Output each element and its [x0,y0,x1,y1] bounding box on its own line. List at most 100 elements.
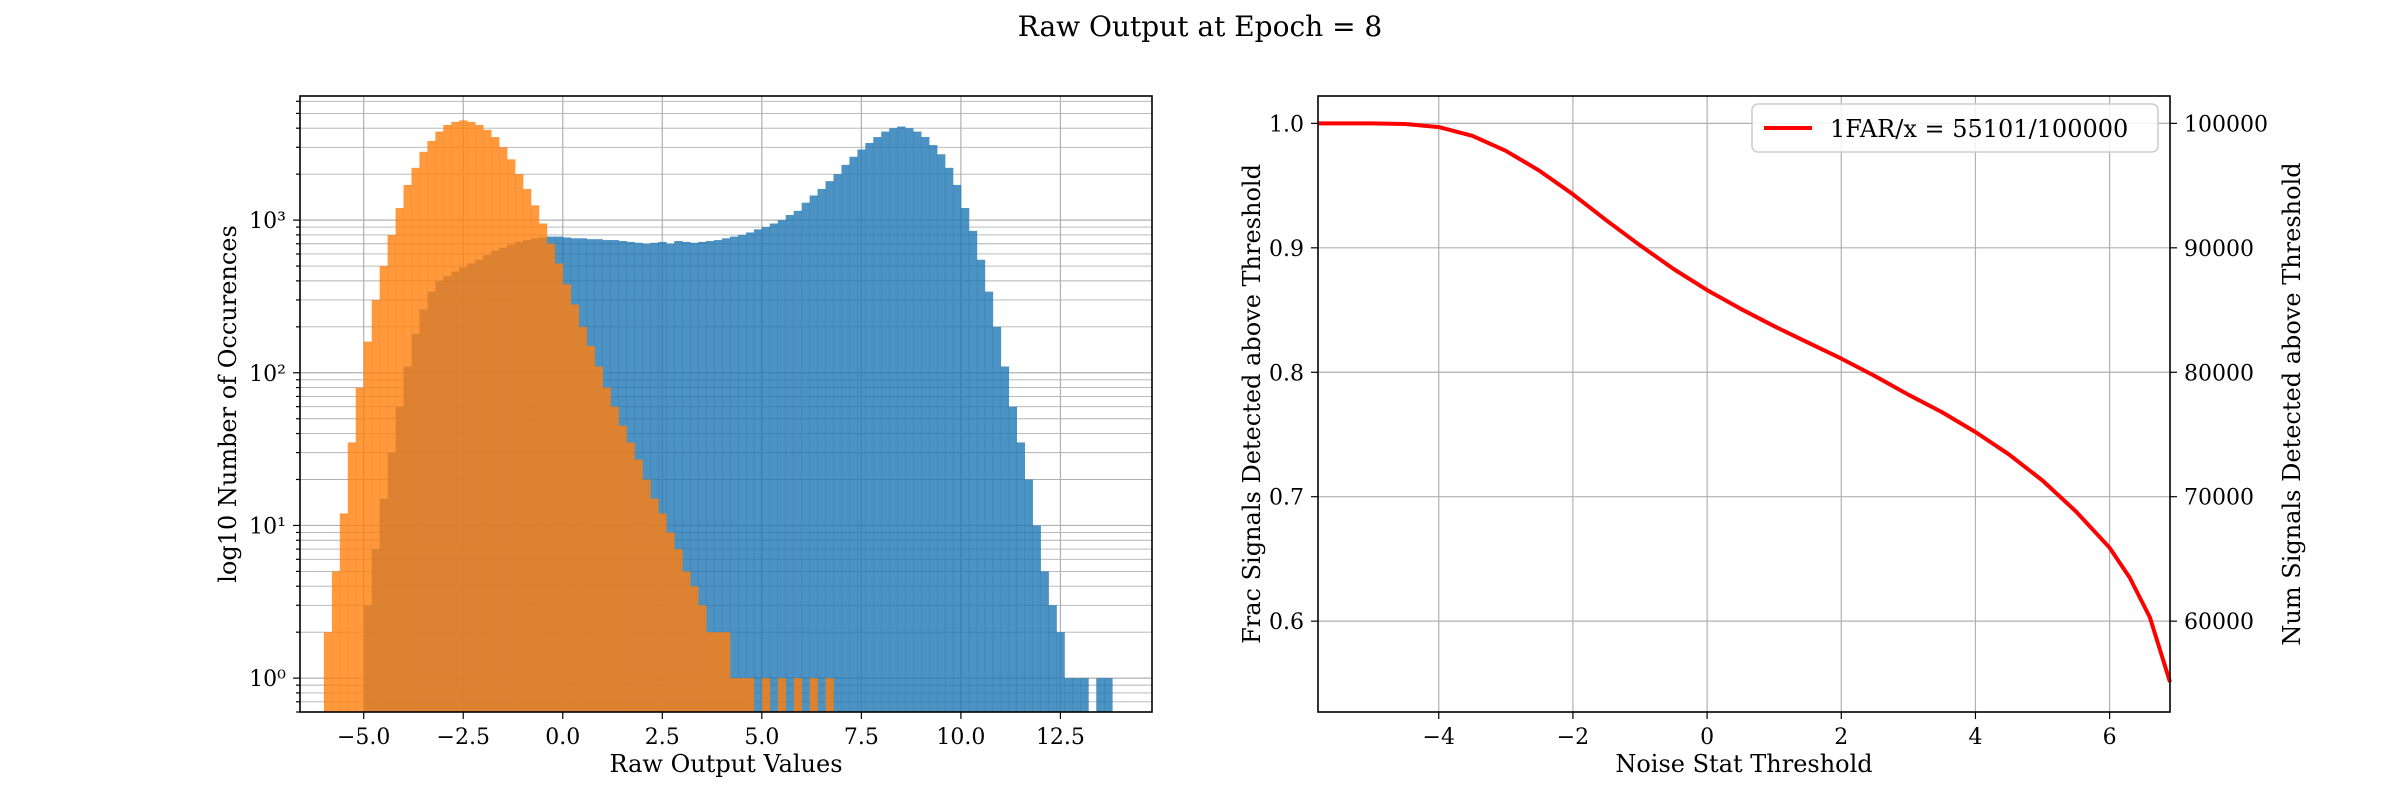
y-tick-label: 10¹ [249,514,286,539]
histogram-bar [944,167,954,713]
histogram-bar [865,142,874,713]
histogram-bar [761,678,771,712]
histogram-bar [1080,678,1089,712]
histogram-plot-frame [299,95,1153,713]
histogram-bar [499,147,508,712]
histogram-chart: −5.0 −2.5 0.0 2.5 5.0 7.5 10.0 12.5 10⁰ 10¹ 10² 10³… [214,95,1153,778]
histogram-bar [682,571,691,712]
histogram-bar [602,387,611,712]
histogram-bar [658,241,667,712]
histogram-bar [522,188,532,713]
y2-tick-label: 60000 [2184,610,2254,635]
histogram-bar [960,208,970,712]
y-tick-label: 10³ [249,209,286,234]
histogram-bar [937,154,946,713]
histogram-bar [992,326,1002,712]
legend-box [1751,103,2159,153]
histogram-bar [1096,678,1105,712]
histogram-bar [514,174,524,712]
detection-curve-chart: −4 −2 0 2 4 6 0.6 0.7 0.8 0.9 1.0 60000 70000 80000 90… [1238,95,2306,778]
histogram-bar [745,232,755,713]
histogram-bar [610,406,619,712]
histogram-bar [546,243,556,712]
histogram-bar [658,513,667,712]
histogram-bar [777,678,787,712]
histogram-bar [714,632,723,712]
histogram-bar [570,304,580,712]
histogram-bar [1064,678,1073,712]
histogram-bar [331,571,341,712]
histogram-bar [323,632,333,712]
histogram-bar [379,266,388,712]
histogram-bar [849,156,858,713]
histogram-bar [690,586,699,712]
histogram-bar [1104,678,1113,712]
histogram-bar [666,532,675,712]
histogram-bar [968,230,978,712]
histogram-bar [722,632,731,712]
y-tick-label: 10² [249,362,286,387]
histogram-bar [729,236,739,712]
y-tick-label: 0.7 [1269,486,1304,511]
histogram-bar [976,259,986,712]
detection-curve-grid [1318,96,2170,712]
histogram-bar [833,174,842,712]
histogram-bar [817,188,826,713]
x-tick-label: 0.0 [545,725,580,750]
histogram-bar [435,131,444,713]
detection-curve-xlabel: Noise Stat Threshold [1615,750,1872,778]
histogram-bar [921,137,930,712]
histogram-bar [809,678,818,712]
histogram-bar [698,241,707,712]
histogram-bar [714,240,723,712]
histogram-bar [761,227,771,713]
histogram-bar [1040,571,1049,712]
histogram-bar [929,145,938,713]
histogram-bar [443,124,452,713]
detection-curve-line [1318,121,2172,683]
histogram-bar [650,498,659,712]
histogram-bar [905,128,914,712]
histogram-bar [459,120,468,713]
histogram-bar [825,678,834,712]
x-tick-label: 2.5 [645,725,680,750]
histogram-bar [363,341,373,712]
histogram-bar [586,345,596,712]
histogram-bar [403,184,412,712]
x-tick-label: 0 [1700,725,1714,750]
histogram-bar [618,425,627,712]
x-tick-label: 2 [1834,725,1848,750]
histogram-bar [1048,605,1057,712]
histogram-bar [793,210,803,712]
histogram-ylabel: log10 Number of Occurences [214,225,242,583]
histogram-bar [1008,406,1018,712]
histogram-bar [451,121,460,713]
x-tick-label: −4 [1423,725,1455,750]
histogram-bars [323,120,1113,713]
histogram-bar [1032,525,1041,712]
histogram-bar [737,678,747,712]
y-tick-label: 0.8 [1269,361,1304,386]
histogram-bar [777,220,787,712]
y2-tick-label: 80000 [2184,361,2254,386]
histogram-bar [690,242,699,712]
legend-label: 1FAR/x = 55101/100000 [1830,115,2128,143]
histogram-xlabel: Raw Output Values [609,750,842,778]
histogram-bar [339,513,349,712]
histogram-bar [562,284,572,712]
histogram-bar [467,121,476,713]
histogram-bar [419,151,428,712]
histogram-bar [530,205,540,712]
histogram-bar [411,167,420,713]
histogram-bar [698,605,707,712]
histogram-bar [1024,479,1033,712]
histogram-bar [387,234,396,712]
histogram-bar [650,242,659,712]
histogram-bar [554,263,564,712]
histogram-bar [785,215,795,713]
x-tick-label: 4 [1968,725,1982,750]
histogram-bar [427,140,436,712]
legend: 1FAR/x = 55101/100000 [1751,103,2159,153]
y-tick-label: 0.9 [1269,237,1304,262]
